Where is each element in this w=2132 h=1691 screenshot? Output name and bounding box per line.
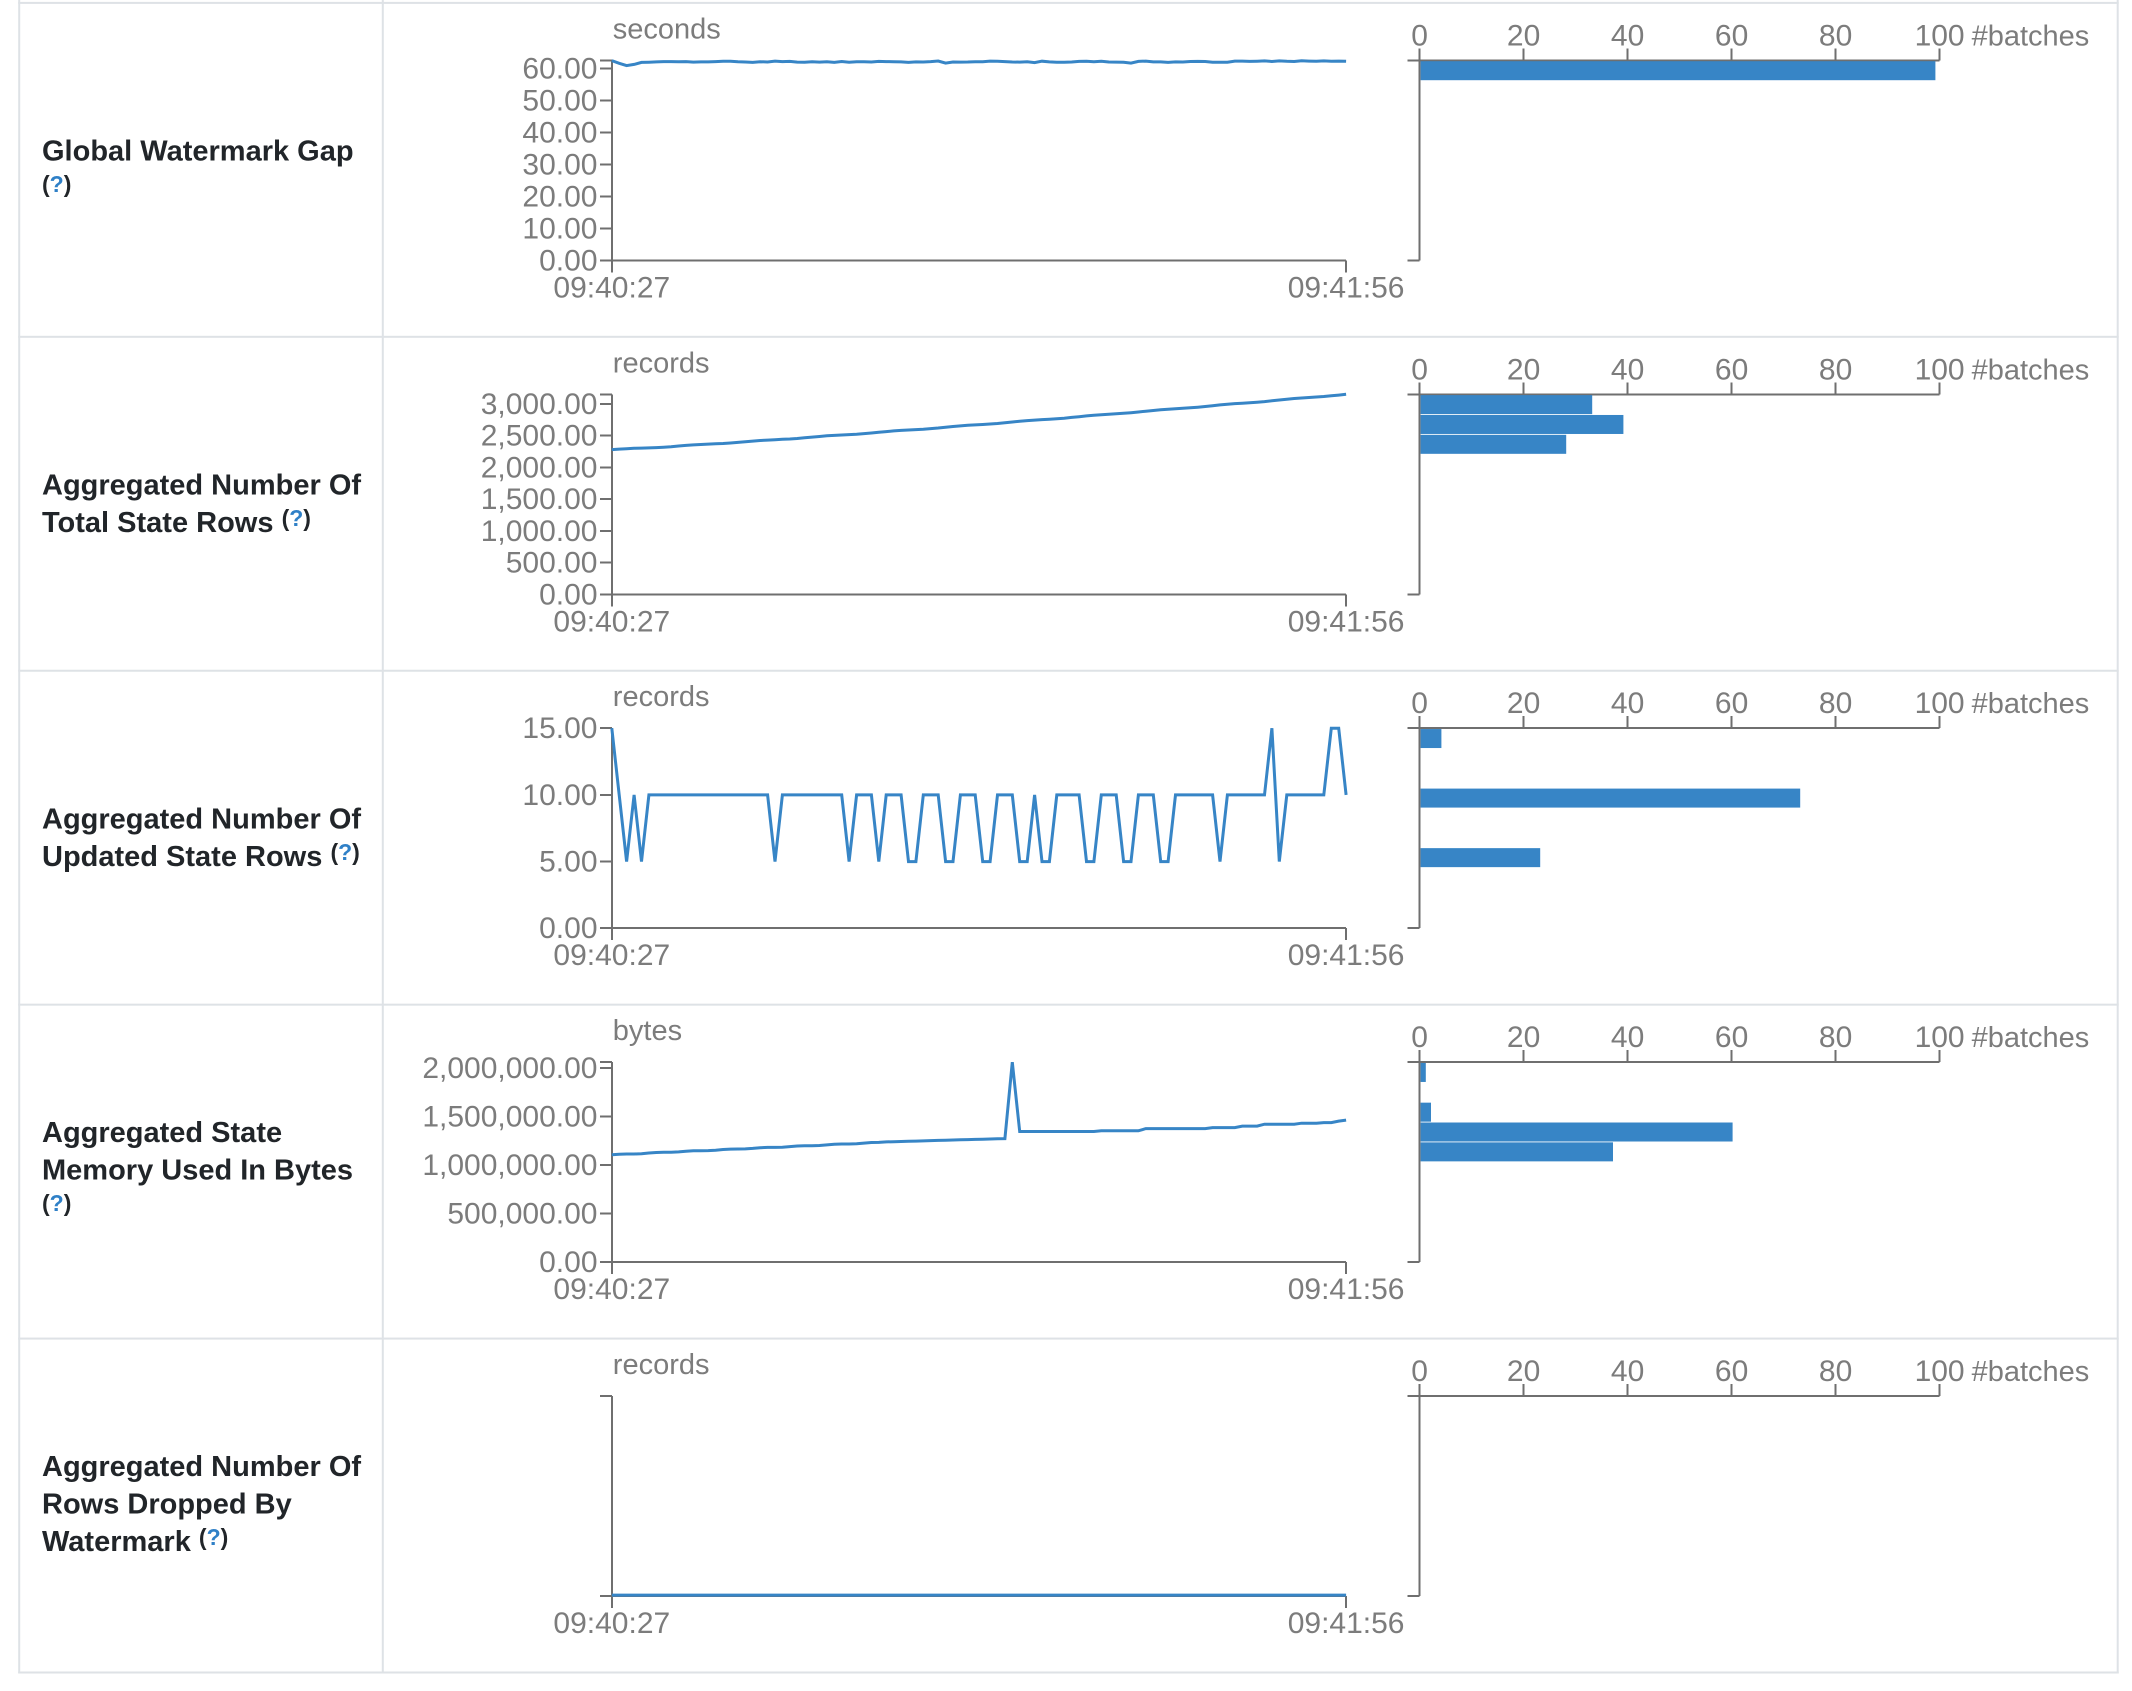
svg-text:60: 60 xyxy=(1715,353,1748,386)
svg-text:Watermark (?): Watermark (?) xyxy=(42,1524,228,1558)
svg-text:0.00: 0.00 xyxy=(539,912,597,945)
svg-text:100: 100 xyxy=(1915,1355,1965,1388)
svg-text:20: 20 xyxy=(1507,1355,1540,1388)
svg-text:09:41:56: 09:41:56 xyxy=(1288,605,1405,638)
svg-text:40: 40 xyxy=(1611,1021,1644,1054)
svg-text:09:40:27: 09:40:27 xyxy=(553,939,670,972)
svg-text:60.00: 60.00 xyxy=(522,52,597,85)
svg-text:#batches: #batches xyxy=(1972,20,2090,52)
svg-text:0.00: 0.00 xyxy=(539,244,597,277)
svg-text:Updated State Rows (?): Updated State Rows (?) xyxy=(42,839,360,873)
svg-text:0: 0 xyxy=(1411,687,1428,720)
svg-text:80: 80 xyxy=(1819,1355,1852,1388)
svg-text:60: 60 xyxy=(1715,687,1748,720)
svg-text:records: records xyxy=(613,347,710,379)
svg-text:09:40:27: 09:40:27 xyxy=(553,1273,670,1306)
svg-text:09:41:56: 09:41:56 xyxy=(1288,1607,1405,1640)
svg-text:#batches: #batches xyxy=(1972,1022,2090,1054)
svg-text:100: 100 xyxy=(1915,19,1965,52)
svg-text:80: 80 xyxy=(1819,19,1852,52)
svg-text:0: 0 xyxy=(1411,19,1428,52)
svg-text:Memory Used In Bytes: Memory Used In Bytes xyxy=(42,1155,353,1187)
svg-text:0: 0 xyxy=(1411,353,1428,386)
svg-text:#batches: #batches xyxy=(1972,688,2090,720)
svg-text:#batches: #batches xyxy=(1972,354,2090,386)
svg-text:10.00: 10.00 xyxy=(522,212,597,245)
svg-text:1,000,000.00: 1,000,000.00 xyxy=(422,1149,597,1182)
svg-text:1,500,000.00: 1,500,000.00 xyxy=(422,1100,597,1133)
svg-text:1,500.00: 1,500.00 xyxy=(481,483,598,516)
svg-text:0: 0 xyxy=(1411,1021,1428,1054)
svg-text:bytes: bytes xyxy=(613,1015,682,1047)
svg-text:records: records xyxy=(613,681,710,713)
svg-text:100: 100 xyxy=(1915,353,1965,386)
svg-text:seconds: seconds xyxy=(613,13,721,45)
svg-text:Aggregated Number Of: Aggregated Number Of xyxy=(42,804,361,836)
svg-text:0: 0 xyxy=(1411,1355,1428,1388)
svg-text:20: 20 xyxy=(1507,353,1540,386)
svg-text:3,000.00: 3,000.00 xyxy=(481,388,598,421)
svg-text:60: 60 xyxy=(1715,1355,1748,1388)
svg-text:(?): (?) xyxy=(42,171,71,197)
svg-text:100: 100 xyxy=(1915,687,1965,720)
svg-text:10.00: 10.00 xyxy=(522,779,597,812)
svg-text:60: 60 xyxy=(1715,1021,1748,1054)
svg-text:60: 60 xyxy=(1715,19,1748,52)
svg-text:50.00: 50.00 xyxy=(522,84,597,117)
svg-text:0.00: 0.00 xyxy=(539,578,597,611)
svg-text:20: 20 xyxy=(1507,19,1540,52)
svg-text:2,000.00: 2,000.00 xyxy=(481,451,598,484)
svg-text:2,500.00: 2,500.00 xyxy=(481,420,598,453)
svg-text:09:41:56: 09:41:56 xyxy=(1288,271,1405,304)
svg-text:09:40:27: 09:40:27 xyxy=(553,271,670,304)
svg-text:500.00: 500.00 xyxy=(506,547,598,580)
svg-text:5.00: 5.00 xyxy=(539,846,597,879)
svg-text:#batches: #batches xyxy=(1972,1356,2090,1388)
svg-text:1,000.00: 1,000.00 xyxy=(481,515,598,548)
svg-text:40.00: 40.00 xyxy=(522,116,597,149)
svg-text:500,000.00: 500,000.00 xyxy=(447,1198,597,1231)
svg-text:Rows Dropped By: Rows Dropped By xyxy=(42,1489,292,1521)
svg-text:80: 80 xyxy=(1819,1021,1852,1054)
svg-text:(?): (?) xyxy=(42,1190,71,1216)
svg-text:09:41:56: 09:41:56 xyxy=(1288,1273,1405,1306)
svg-text:20.00: 20.00 xyxy=(522,180,597,213)
svg-text:15.00: 15.00 xyxy=(522,712,597,745)
svg-text:Total State Rows (?): Total State Rows (?) xyxy=(42,505,311,539)
svg-text:20: 20 xyxy=(1507,687,1540,720)
svg-text:40: 40 xyxy=(1611,687,1644,720)
svg-text:80: 80 xyxy=(1819,353,1852,386)
svg-text:40: 40 xyxy=(1611,19,1644,52)
svg-text:0.00: 0.00 xyxy=(539,1246,597,1279)
svg-text:Aggregated Number Of: Aggregated Number Of xyxy=(42,1451,361,1483)
svg-text:Aggregated State: Aggregated State xyxy=(42,1117,282,1149)
svg-text:100: 100 xyxy=(1915,1021,1965,1054)
svg-text:40: 40 xyxy=(1611,1355,1644,1388)
svg-text:records: records xyxy=(613,1349,710,1381)
svg-text:09:41:56: 09:41:56 xyxy=(1288,939,1405,972)
svg-text:09:40:27: 09:40:27 xyxy=(553,1607,670,1640)
svg-text:Global Watermark Gap: Global Watermark Gap xyxy=(42,136,354,168)
svg-text:2,000,000.00: 2,000,000.00 xyxy=(422,1052,597,1085)
svg-text:80: 80 xyxy=(1819,687,1852,720)
svg-text:Aggregated Number Of: Aggregated Number Of xyxy=(42,470,361,502)
svg-text:09:40:27: 09:40:27 xyxy=(553,605,670,638)
svg-text:30.00: 30.00 xyxy=(522,148,597,181)
svg-text:20: 20 xyxy=(1507,1021,1540,1054)
svg-text:40: 40 xyxy=(1611,353,1644,386)
